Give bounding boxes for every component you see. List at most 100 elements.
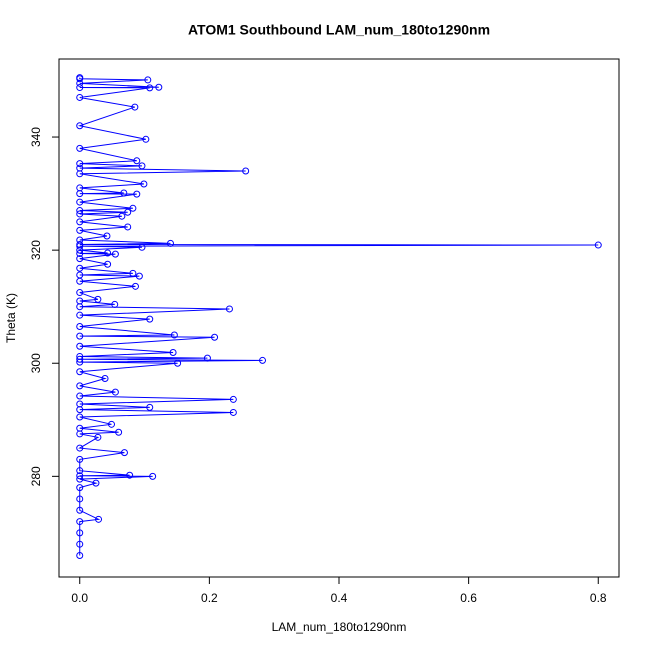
data-point [76, 226, 84, 234]
data-point [259, 356, 267, 364]
data-point [124, 223, 132, 231]
data-point [133, 190, 141, 198]
data-point [120, 189, 128, 197]
data-point [133, 157, 141, 165]
data-point [76, 160, 84, 168]
data-point [76, 342, 84, 350]
data-point [76, 311, 84, 319]
data-point [76, 184, 84, 192]
data-point [242, 167, 250, 175]
data-point [108, 420, 115, 428]
data-point [101, 375, 109, 383]
data-point [76, 506, 84, 514]
data-point [124, 208, 132, 216]
data-point [76, 529, 84, 537]
data-point [120, 449, 128, 457]
data-point [76, 210, 84, 218]
data-point [149, 472, 157, 480]
data-point [118, 212, 126, 220]
data-point [76, 552, 84, 560]
data-point [229, 395, 237, 403]
data-point [138, 243, 146, 251]
x-tick-label: 0.4 [331, 591, 348, 605]
data-point [225, 305, 233, 313]
data-point [76, 264, 84, 272]
data-point [76, 484, 84, 492]
data-point [211, 333, 219, 341]
data-point [94, 295, 102, 303]
y-tick-label: 320 [29, 240, 43, 260]
data-point [76, 467, 84, 475]
data-point [76, 84, 84, 92]
data-point [76, 271, 84, 279]
data-point [76, 122, 84, 130]
chart-title: ATOM1 Southbound LAM_num_180to1290nm [188, 22, 490, 38]
data-point [76, 495, 84, 503]
data-point [166, 239, 174, 247]
data-point [76, 332, 84, 340]
data-point [92, 479, 100, 487]
data-point [94, 433, 102, 441]
data-point [129, 269, 137, 277]
data-point [76, 368, 84, 376]
data-point [146, 84, 154, 92]
data-point [594, 241, 602, 249]
data-point [76, 355, 84, 363]
data-point [76, 297, 84, 305]
data-point [76, 413, 84, 421]
data-point [131, 282, 139, 290]
data-point [76, 518, 84, 526]
y-tick-label: 300 [29, 353, 43, 373]
x-tick-label: 0.8 [590, 591, 607, 605]
x-axis-label: LAM_num_180to1290nm [272, 620, 407, 634]
data-point [76, 444, 84, 452]
data-point [135, 272, 143, 280]
data-point [76, 400, 84, 408]
data-point [144, 76, 152, 84]
data-point [203, 354, 211, 362]
data-point [76, 540, 84, 548]
data-point [76, 472, 84, 480]
data-point [103, 232, 111, 240]
data-point [76, 93, 84, 101]
data-point [76, 207, 84, 215]
data-point [76, 352, 84, 360]
data-point [76, 424, 84, 432]
data-point [76, 322, 84, 330]
data-point [146, 403, 154, 411]
data-point [76, 255, 84, 263]
data-point [169, 348, 177, 356]
data-point [229, 408, 237, 416]
x-tick-label: 0.2 [201, 591, 218, 605]
data-point [76, 74, 84, 82]
data-point [76, 218, 84, 226]
data-point [111, 388, 119, 396]
y-tick-label: 280 [29, 466, 43, 486]
data-point [129, 204, 137, 212]
data-point [126, 471, 134, 479]
data-point [111, 250, 119, 258]
data-point [76, 475, 84, 483]
x-tick-label: 0.0 [71, 591, 88, 605]
data-point [76, 455, 84, 463]
data-point [111, 300, 119, 308]
x-tick-label: 0.6 [460, 591, 477, 605]
data-point [76, 164, 84, 172]
data-point [76, 382, 84, 390]
data-point [104, 249, 112, 257]
data-point [76, 144, 84, 152]
data-point [131, 103, 139, 111]
data-point [146, 315, 154, 323]
data-point [174, 359, 182, 367]
data-point [76, 250, 84, 258]
data-point [76, 240, 84, 248]
data-point [170, 331, 178, 339]
data-point [115, 428, 123, 436]
data-point [76, 198, 84, 206]
y-axis-label: Theta (K) [4, 293, 18, 343]
y-tick-label: 340 [29, 127, 43, 147]
data-point [76, 289, 84, 297]
